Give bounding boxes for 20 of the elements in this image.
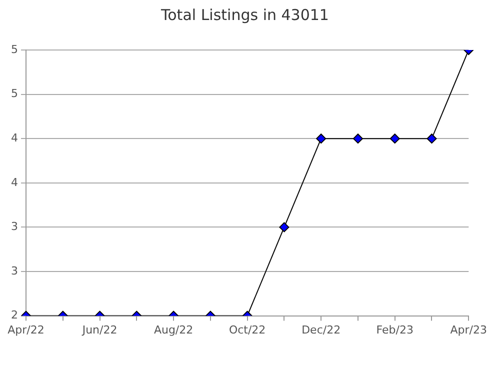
y-tick-label: 3 [11, 264, 18, 278]
x-tick-label: Jun/22 [81, 323, 118, 336]
x-tick-label: Feb/23 [376, 323, 414, 336]
point [352, 134, 363, 144]
chart-title: Total Listings in 43011 [160, 6, 330, 24]
y-tick-label: 4 [11, 176, 18, 189]
x-tick-label: Dec/22 [302, 323, 341, 336]
point [279, 222, 290, 232]
x-tick-label: Apr/22 [8, 323, 44, 336]
x-tick-label: Oct/22 [228, 323, 266, 336]
y-tick-label: 3 [11, 220, 18, 234]
point [390, 134, 400, 144]
y-tick-label: 5 [11, 42, 18, 56]
y-tick-label: 2 [11, 308, 18, 322]
x-tick-label: Aug/22 [154, 323, 194, 336]
point [426, 134, 437, 144]
point [316, 134, 326, 144]
y-tick-label: 4 [11, 131, 18, 144]
y-tick-label: 5 [11, 87, 18, 100]
x-tick-label: Apr/23 [450, 323, 487, 336]
